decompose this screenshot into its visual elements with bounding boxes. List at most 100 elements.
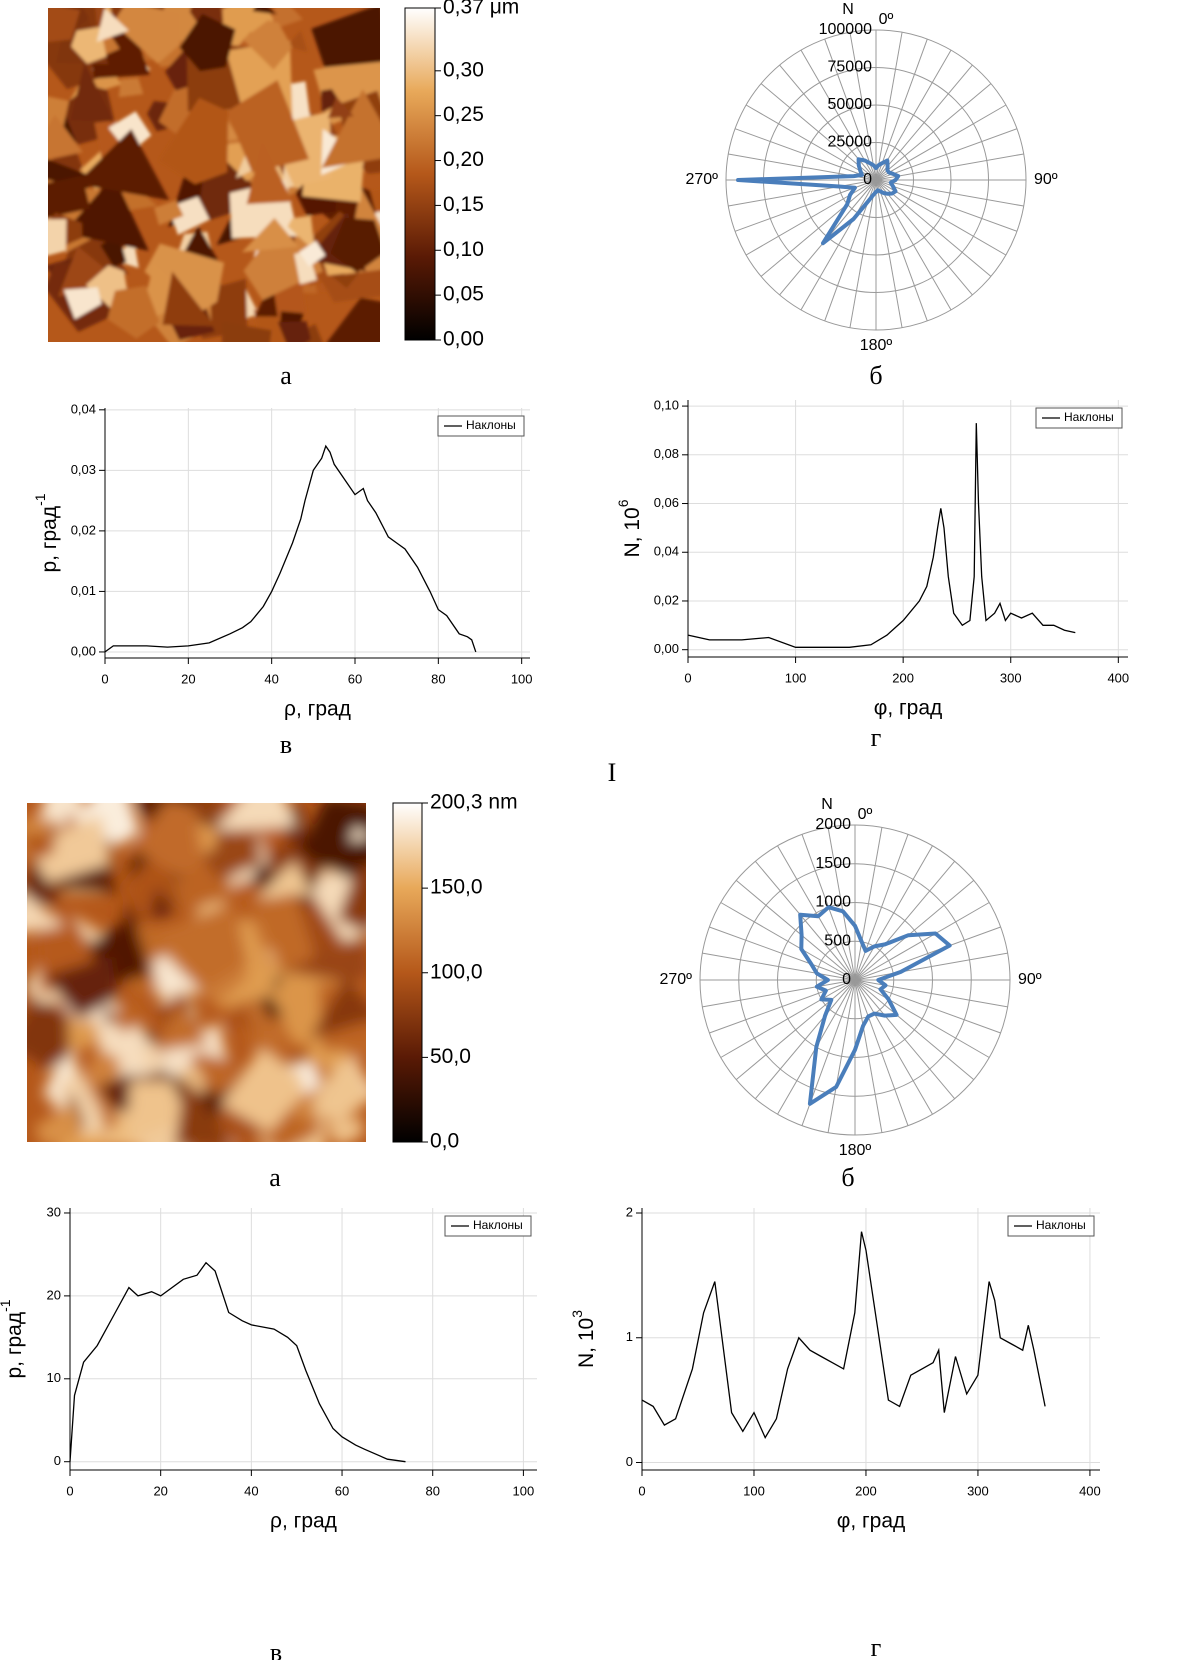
radial-tick-label: 1000 — [815, 894, 851, 911]
afm-grain — [118, 78, 144, 98]
afm-grain — [214, 803, 296, 831]
afm-grain — [226, 80, 310, 173]
figure-label: I — [608, 758, 617, 787]
afm-grain — [325, 1117, 364, 1142]
angular-grid — [854, 979, 1008, 1008]
afm-grain — [327, 96, 354, 119]
angular-grid — [728, 179, 877, 207]
data-line — [69, 1261, 406, 1463]
x-tick-label: 100 — [511, 671, 533, 686]
angular-grid — [875, 179, 903, 328]
y-axis-label-text: N, 10 — [621, 507, 644, 557]
radial-tick-label: 25000 — [828, 134, 873, 151]
radial-tick-label: 100000 — [819, 21, 872, 38]
y-tick-label: 10 — [47, 1370, 61, 1385]
panel-caption: г — [871, 1633, 882, 1660]
x-axis-label: ρ, град — [284, 698, 351, 721]
afm-grain — [298, 803, 366, 886]
angular-grid — [800, 179, 877, 311]
angular-grid — [875, 38, 928, 181]
x-tick-label: 0 — [66, 1483, 73, 1498]
x-tick-label: 60 — [348, 671, 362, 686]
afm-grain — [27, 895, 65, 933]
afm-grain — [34, 1103, 84, 1142]
afm-grain — [63, 175, 149, 251]
afm-grain — [107, 285, 160, 339]
y-axis-label-sup: 6 — [615, 499, 631, 507]
y-tick-label: 0,04 — [654, 544, 679, 559]
x-tick-label: 400 — [1079, 1483, 1101, 1498]
polar-line — [798, 905, 952, 1106]
angular-grid — [745, 104, 877, 181]
radial-axis-label: N — [842, 1, 854, 18]
y-tick-label: 0,06 — [654, 495, 679, 510]
colorbar-tick-label: 0,30 — [443, 58, 484, 81]
y-axis-label-sup: -1 — [0, 1299, 13, 1312]
angular-grid — [854, 926, 1001, 981]
x-tick-label: 200 — [892, 670, 914, 685]
angle-label: 0º — [879, 11, 894, 28]
legend-label: Наклоны — [1036, 1218, 1086, 1232]
angular-grid — [709, 926, 856, 981]
afm-grain — [63, 287, 102, 320]
colorbar-tick-label: 200,3 nm — [430, 791, 518, 814]
afm-grain — [250, 863, 274, 888]
afm-grain — [277, 321, 311, 342]
afm-grain — [154, 200, 184, 226]
y-tick-label: 20 — [47, 1287, 61, 1302]
angular-grid — [734, 128, 877, 181]
angular-grid — [875, 179, 973, 296]
afm-grain — [252, 892, 316, 973]
x-tick-label: 60 — [335, 1483, 349, 1498]
y-tick-label: 0 — [54, 1453, 61, 1468]
afm-grain — [27, 1001, 70, 1070]
x-tick-label: 40 — [244, 1483, 258, 1498]
y-tick-label: 0,01 — [71, 583, 96, 598]
colorbar-tick-label: 0,25 — [443, 103, 484, 126]
angular-grid — [875, 64, 973, 181]
afm-grain — [153, 1004, 209, 1052]
angular-grid — [875, 32, 903, 181]
angular-grid — [720, 979, 856, 1058]
afm-grain — [337, 868, 366, 934]
angular-grid — [777, 845, 856, 981]
y-axis-label: p, град-1 — [32, 493, 61, 572]
afm-grain — [311, 8, 380, 68]
afm-grain — [44, 955, 118, 1020]
legend-label: Наклоны — [473, 1218, 523, 1232]
angular-grid — [875, 179, 1018, 232]
panel-caption: а — [280, 361, 292, 390]
colorbar-tick-label: 0,20 — [443, 148, 484, 171]
colorbar-tick-label: 50,0 — [430, 1045, 471, 1068]
x-axis-label: φ, град — [837, 1510, 906, 1533]
angle-label: 180º — [860, 337, 893, 354]
afm-grain — [156, 904, 249, 992]
angular-grid — [875, 128, 1018, 181]
angular-grid — [854, 979, 933, 1115]
y-tick-label: 0,02 — [654, 592, 679, 607]
angular-grid — [854, 952, 1008, 981]
radial-tick-label: 0 — [863, 171, 872, 188]
afm-grain — [48, 114, 83, 160]
afm-grain — [175, 1076, 230, 1142]
angular-grid — [745, 179, 877, 256]
legend-label: Наклоны — [466, 418, 516, 432]
angle-label: 90º — [1018, 971, 1042, 988]
x-tick-label: 0 — [638, 1483, 645, 1498]
afm-grain — [27, 815, 111, 883]
y-axis-label-text: N, 10 — [575, 1318, 598, 1368]
data-line — [687, 423, 1076, 648]
radial-axis-label: N — [821, 796, 833, 813]
afm-grain — [309, 976, 366, 1039]
data-line — [641, 1231, 1046, 1440]
afm-grain — [48, 8, 80, 43]
afm-grain — [310, 1062, 366, 1126]
afm-grain — [321, 89, 380, 169]
afm-grain — [96, 8, 129, 43]
angular-grid — [854, 902, 990, 981]
afm-grain — [286, 30, 308, 52]
angular-grid — [849, 32, 877, 181]
afm-grain — [48, 175, 91, 218]
x-tick-label: 200 — [855, 1483, 877, 1498]
